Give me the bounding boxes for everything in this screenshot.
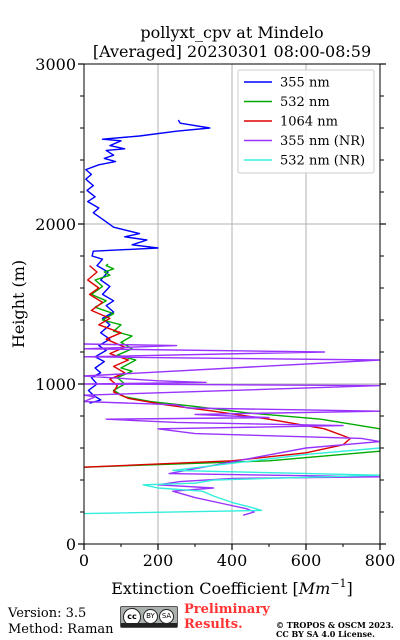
preliminary-notice-line2: Results. (184, 617, 243, 632)
x-tick-label: 600 (291, 551, 322, 570)
copyright-line2: CC BY SA 4.0 License. (276, 629, 375, 639)
legend-label-4: 532 nm (NR) (280, 154, 365, 169)
legend-label-0: 355 nm (280, 76, 330, 91)
series-line-0 (85, 119, 211, 404)
method-label: Method: Raman (8, 622, 114, 637)
series-layer (84, 119, 380, 516)
y-tick-label: 3000 (35, 55, 76, 74)
share-alike-icon: SA (159, 609, 174, 624)
x-tick-label: 400 (217, 551, 248, 570)
attribution-icon: BY (143, 609, 158, 624)
legend: 355 nm 532 nm 1064 nm 355 nm (NR) 532 nm (NR… (237, 69, 375, 174)
series-line-4 (84, 447, 380, 515)
x-tick-label: 0 (79, 551, 89, 570)
legend-label-1: 532 nm (280, 95, 330, 110)
copyright-line1: © TROPOS & OSCM 2023. (276, 620, 394, 630)
legend-label-3: 355 nm (NR) (280, 134, 365, 149)
chart-title-line2: [Averaged] 20230301 08:00-08:59 (93, 42, 371, 61)
extinction-profile-chart: pollyxt_cpv at Mindelo [Averaged] 202303… (9, 23, 395, 598)
preliminary-notice-line1: Preliminary (184, 602, 270, 617)
x-tick-label: 200 (143, 551, 174, 570)
axis-ticks: 0 200 400 600 800 0 1000 2000 3000 (35, 55, 395, 570)
y-tick-label: 0 (66, 535, 76, 554)
badge-strip (121, 623, 177, 627)
chart-title-line1: pollyxt_cpv at Mindelo (140, 23, 323, 42)
series-line-2 (84, 265, 352, 468)
series-line-3 (84, 343, 380, 516)
y-tick-label: 1000 (35, 375, 76, 394)
legend-box (237, 69, 375, 174)
cc-license-badge: cc BY SA (120, 606, 178, 628)
y-tick-label: 2000 (35, 215, 76, 234)
x-axis-label: Extinction Coefficient [Mm−1] (111, 577, 353, 598)
x-tick-label: 800 (365, 551, 396, 570)
y-axis-label: Height (m) (9, 260, 28, 348)
legend-label-2: 1064 nm (280, 115, 338, 130)
version-label: Version: 3.5 (8, 606, 87, 621)
